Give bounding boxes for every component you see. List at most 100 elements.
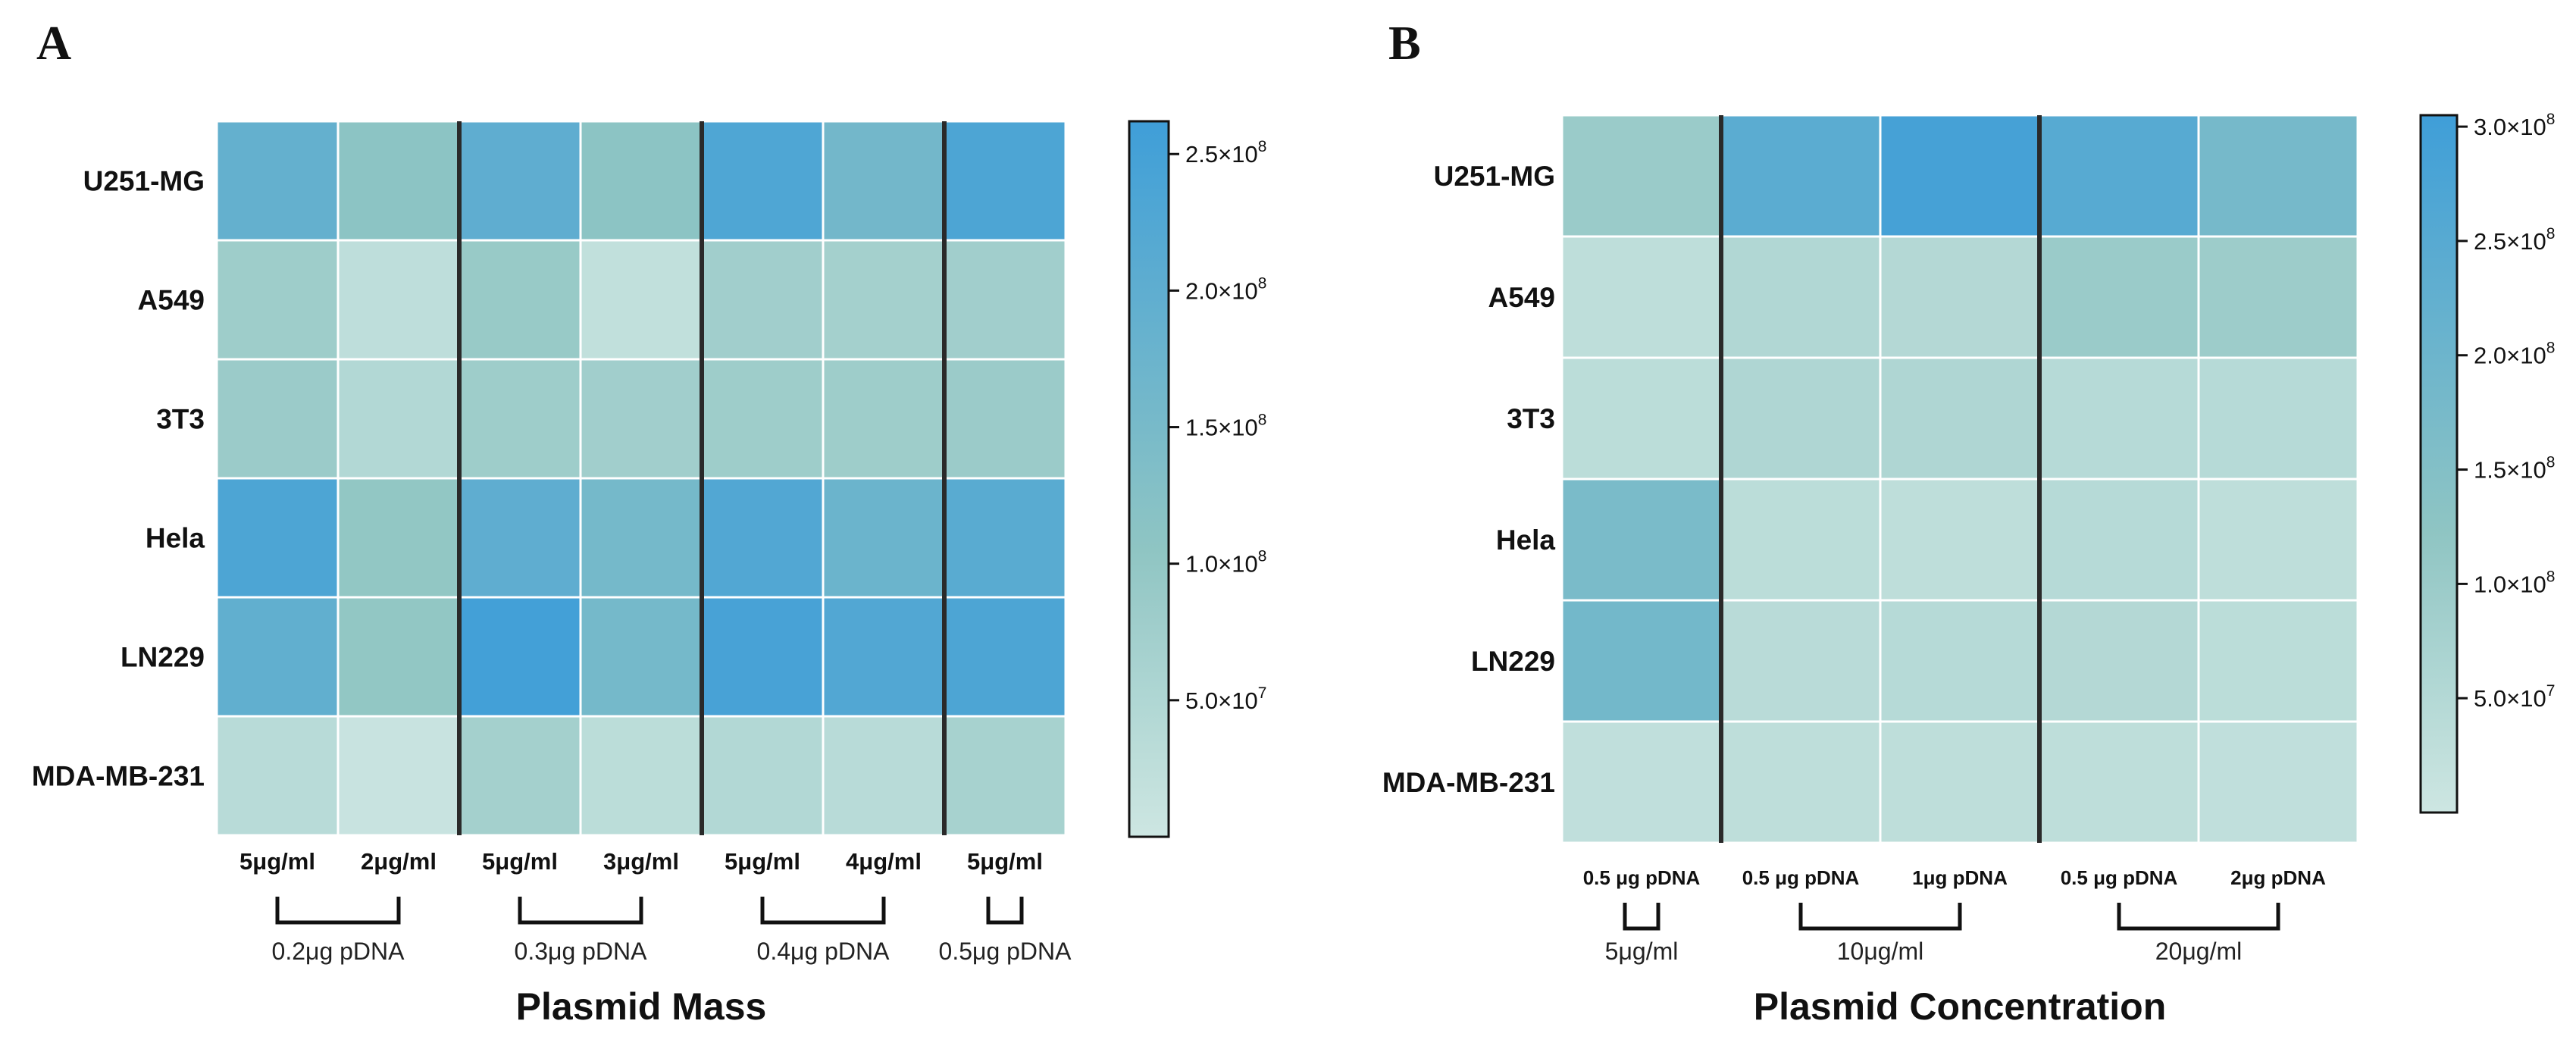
heatmap-cell-a-r3-c6	[943, 477, 1067, 599]
column-label-a-1: 2μg/ml	[361, 848, 437, 875]
heatmap-cell-b-r5-c2	[1879, 720, 2041, 844]
heatmap-cell-a-r0-c1	[336, 120, 461, 242]
row-label-b-0: U251-MG	[1434, 161, 1555, 192]
heatmap-cell-a-r4-c5	[822, 596, 946, 718]
heatmap-cell-a-r3-c4	[700, 477, 825, 599]
heatmap-cell-b-r3-c4	[2197, 478, 2359, 602]
heatmap-cell-b-r5-c3	[2038, 720, 2200, 844]
heatmap-cell-b-r4-c0	[1560, 599, 1723, 723]
heatmap-cell-a-r3-c3	[579, 477, 703, 599]
heatmap-cell-a-r1-c0	[215, 239, 340, 361]
column-label-a-5: 4μg/ml	[846, 848, 922, 875]
heatmap-cell-a-r2-c0	[215, 358, 340, 480]
heatmap-cell-a-r1-c6	[943, 239, 1067, 361]
panel-label-b: B	[1388, 16, 1421, 70]
heatmap-cell-b-r0-c2	[1879, 114, 2041, 238]
heatmap-cells-b	[1560, 114, 2359, 844]
colorbar-tick-label-a-4: 2.5×108	[1185, 138, 1266, 168]
row-label-b-4: LN229	[1471, 646, 1555, 677]
heatmap-cell-b-r2-c4	[2197, 356, 2359, 481]
group-bracket-b-0	[1623, 903, 1660, 931]
row-label-a-0: U251-MG	[83, 166, 205, 197]
heatmap-cell-b-r1-c4	[2197, 235, 2359, 359]
heatmap-cell-a-r0-c2	[458, 120, 582, 242]
colorbar-a	[1128, 120, 1170, 838]
heatmap-cell-b-r3-c3	[2038, 478, 2200, 602]
heatmap-cell-a-r1-c4	[700, 239, 825, 361]
heatmap-cell-b-r0-c4	[2197, 114, 2359, 238]
heatmap-cell-a-r3-c0	[215, 477, 340, 599]
heatmap-panel-b: U251-MG A549 3T3 Hela LN229 MDA-MB-231 0.5 μg …	[1382, 111, 2556, 1028]
colorbar-tick-label-a-0: 5.0×107	[1185, 684, 1266, 714]
heatmap-cell-b-r1-c3	[2038, 235, 2200, 359]
colorbar-tick-label-a-3: 2.0×108	[1185, 274, 1266, 304]
heatmap-cells-a	[215, 120, 1067, 837]
panel-label-a: A	[36, 16, 71, 70]
heatmap-cell-a-r0-c0	[215, 120, 340, 242]
heatmap-cell-a-r0-c3	[579, 120, 703, 242]
row-label-a-4: LN229	[121, 642, 205, 673]
heatmap-cell-a-r2-c1	[336, 358, 461, 480]
column-label-a-6: 5μg/ml	[967, 848, 1043, 875]
heatmap-cell-a-r0-c4	[700, 120, 825, 242]
row-label-b-3: Hela	[1496, 524, 1556, 556]
group-bracket-a-2	[760, 897, 886, 925]
group-label-b-2: 20μg/ml	[2155, 938, 2242, 965]
colorbar-tick-label-b-3: 2.0×108	[2474, 340, 2555, 369]
heatmap-cell-a-r5-c4	[700, 715, 825, 837]
heatmap-cell-a-r4-c4	[700, 596, 825, 718]
colorbar-tick-label-b-2: 1.5×108	[2474, 454, 2555, 484]
heatmap-cell-a-r2-c4	[700, 358, 825, 480]
column-label-b-1: 0.5 μg pDNA	[1742, 866, 1860, 889]
heatmap-cell-b-r2-c3	[2038, 356, 2200, 481]
heatmap-cell-a-r1-c3	[579, 239, 703, 361]
colorbar-tick-label-b-0: 5.0×107	[2474, 682, 2555, 712]
heatmap-cell-a-r4-c2	[458, 596, 582, 718]
group-label-a-0: 0.2μg pDNA	[272, 938, 405, 965]
group-bracket-a-0	[275, 897, 401, 925]
group-label-b-1: 10μg/ml	[1837, 938, 1923, 965]
row-label-a-1: A549	[138, 285, 205, 316]
row-label-b-1: A549	[1488, 282, 1555, 313]
x-axis-title-b: Plasmid Concentration	[1754, 985, 2167, 1028]
heatmap-cell-b-r1-c2	[1879, 235, 2041, 359]
colorbar-tick-label-a-2: 1.5×108	[1185, 412, 1266, 441]
column-label-a-3: 3μg/ml	[603, 848, 679, 875]
group-bracket-a-1	[518, 897, 643, 925]
colorbar-tick-label-b-1: 1.0×108	[2474, 568, 2555, 597]
heatmap-cell-a-r4-c3	[579, 596, 703, 718]
column-label-b-3: 0.5 μg pDNA	[2061, 866, 2178, 889]
column-label-a-4: 5μg/ml	[725, 848, 800, 875]
heatmap-cell-b-r5-c4	[2197, 720, 2359, 844]
heatmap-cell-b-r3-c0	[1560, 478, 1723, 602]
group-label-a-3: 0.5μg pDNA	[939, 938, 1072, 965]
row-label-b-2: 3T3	[1507, 403, 1555, 434]
heatmap-cell-a-r0-c5	[822, 120, 946, 242]
group-label-a-2: 0.4μg pDNA	[757, 938, 890, 965]
row-label-b-5: MDA-MB-231	[1382, 767, 1555, 798]
heatmap-cell-a-r5-c0	[215, 715, 340, 837]
row-label-a-5: MDA-MB-231	[32, 761, 205, 792]
heatmap-cell-b-r4-c3	[2038, 599, 2200, 723]
heatmap-cell-a-r1-c2	[458, 239, 582, 361]
heatmap-cell-a-r5-c3	[579, 715, 703, 837]
heatmap-cell-b-r0-c3	[2038, 114, 2200, 238]
colorbar-tick-label-a-1: 1.0×108	[1185, 548, 1266, 578]
column-label-b-0: 0.5 μg pDNA	[1583, 866, 1701, 889]
heatmap-cell-a-r3-c5	[822, 477, 946, 599]
heatmap-cell-a-r2-c5	[822, 358, 946, 480]
heatmap-cell-b-r1-c1	[1720, 235, 1882, 359]
heatmap-cell-a-r4-c1	[336, 596, 461, 718]
column-label-a-0: 5μg/ml	[239, 848, 315, 875]
heatmap-cell-a-r2-c2	[458, 358, 582, 480]
heatmap-cell-a-r1-c5	[822, 239, 946, 361]
group-label-b-0: 5μg/ml	[1605, 938, 1679, 965]
heatmap-cell-b-r4-c2	[1879, 599, 2041, 723]
heatmap-cell-a-r5-c6	[943, 715, 1067, 837]
x-axis-title-a: Plasmid Mass	[516, 985, 767, 1028]
heatmap-cell-a-r1-c1	[336, 239, 461, 361]
row-label-a-2: 3T3	[156, 404, 205, 435]
column-label-b-4: 2μg pDNA	[2230, 866, 2326, 889]
heatmap-cell-a-r4-c0	[215, 596, 340, 718]
